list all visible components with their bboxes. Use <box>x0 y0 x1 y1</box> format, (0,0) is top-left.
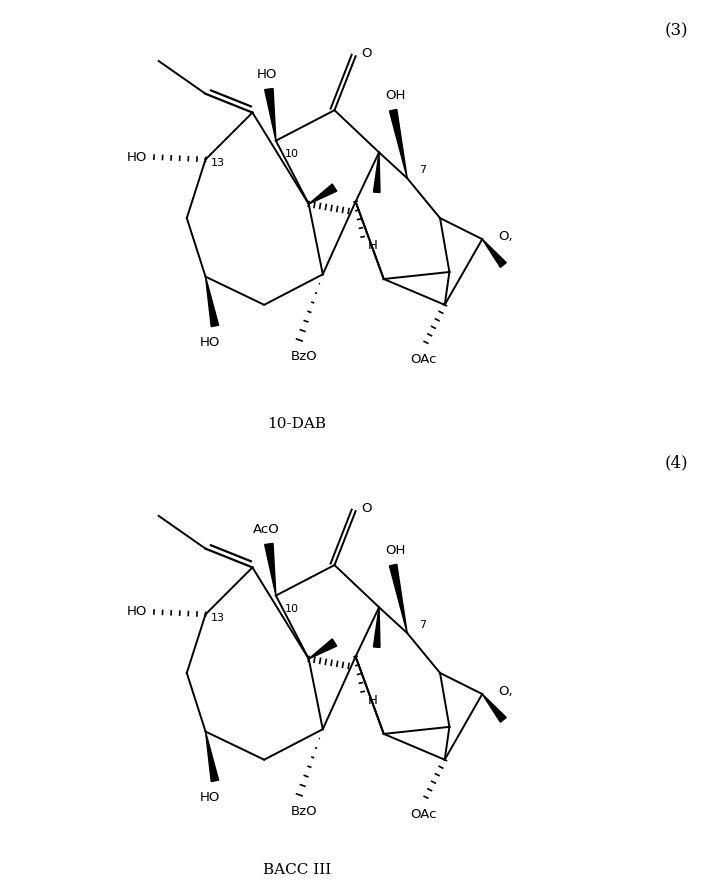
Polygon shape <box>206 277 219 327</box>
Text: OH: OH <box>385 89 406 102</box>
Text: OH: OH <box>385 544 406 557</box>
Polygon shape <box>374 608 380 648</box>
Polygon shape <box>389 110 407 178</box>
Text: 13: 13 <box>212 159 225 168</box>
Text: HO: HO <box>200 791 220 804</box>
Polygon shape <box>309 639 337 658</box>
Text: O: O <box>361 47 371 61</box>
Text: HO: HO <box>127 151 147 164</box>
Text: 10: 10 <box>285 149 298 159</box>
Polygon shape <box>483 694 506 723</box>
Polygon shape <box>389 564 407 634</box>
Polygon shape <box>265 88 276 141</box>
Text: BzO: BzO <box>290 350 318 364</box>
Text: 10: 10 <box>285 604 298 614</box>
Text: HO: HO <box>256 68 277 81</box>
Text: 10-DAB: 10-DAB <box>267 417 326 431</box>
Text: BACC III: BACC III <box>263 862 331 877</box>
Text: (4): (4) <box>665 454 688 471</box>
Text: AcO: AcO <box>253 522 280 535</box>
Text: O,: O, <box>498 230 513 243</box>
Text: 7: 7 <box>419 165 426 175</box>
Text: OAc: OAc <box>410 807 437 821</box>
Text: HO: HO <box>200 336 220 349</box>
Text: 13: 13 <box>212 613 225 623</box>
Text: HO: HO <box>127 606 147 618</box>
Text: O: O <box>361 503 371 515</box>
Text: H: H <box>367 239 377 252</box>
Polygon shape <box>374 152 380 192</box>
Text: 7: 7 <box>419 619 426 630</box>
Text: OAc: OAc <box>410 353 437 365</box>
Polygon shape <box>483 239 506 267</box>
Text: BzO: BzO <box>290 805 318 818</box>
Polygon shape <box>206 732 219 781</box>
Text: (3): (3) <box>665 22 688 39</box>
Polygon shape <box>309 184 337 204</box>
Text: H: H <box>367 694 377 707</box>
Polygon shape <box>265 544 276 595</box>
Text: O,: O, <box>498 685 513 699</box>
